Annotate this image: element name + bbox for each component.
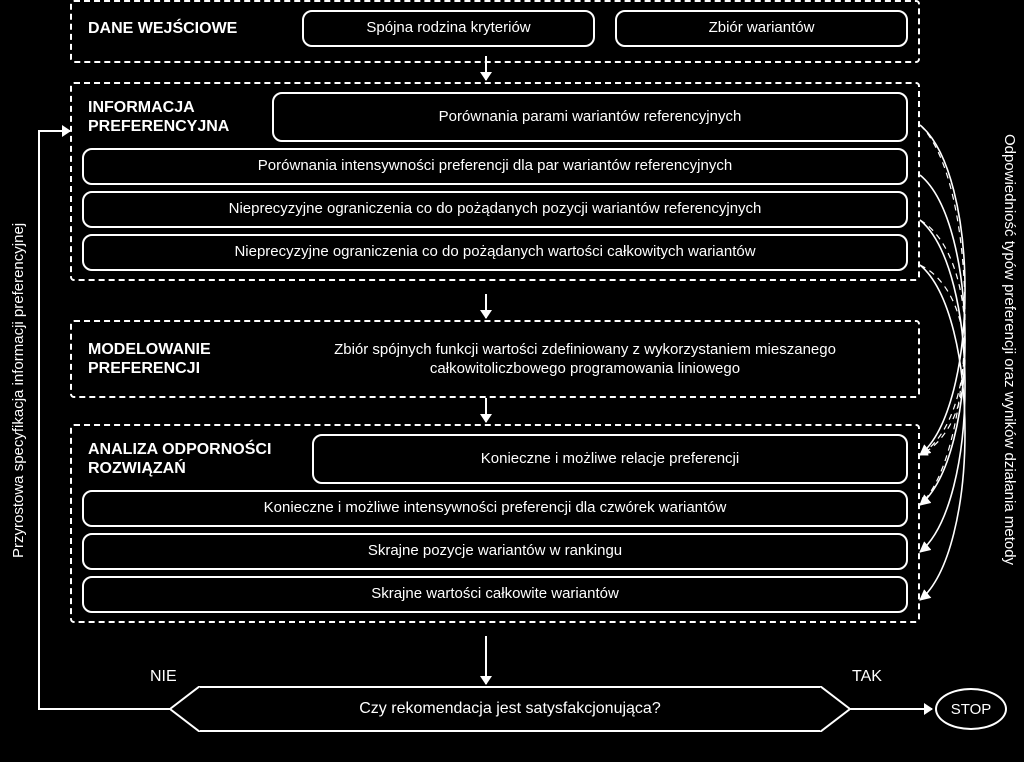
- stage-input-data: DANE WEJŚCIOWE Spójna rodzina kryteriów …: [70, 0, 920, 63]
- box-intensity-comparison: Porównania intensywności preferencji dla…: [82, 148, 908, 185]
- decision-no-label: NIE: [150, 668, 177, 686]
- arrow-s3-s4: [485, 398, 487, 422]
- side-label-left: Przyrostowa specyfikacja informacji pref…: [10, 140, 27, 640]
- box-criteria-family: Spójna rodzina kryteriów: [302, 10, 595, 47]
- stage-robustness-analysis: ANALIZA ODPORNOŚCI ROZWIĄZAŃ Konieczne i…: [70, 424, 920, 623]
- decision-cap-left: [170, 686, 200, 732]
- stage1-title: DANE WEJŚCIOWE: [82, 10, 292, 47]
- decision-yes-label: TAK: [852, 668, 882, 686]
- box-extreme-positions: Skrajne pozycje wariantów w rankingu: [82, 533, 908, 570]
- box-variant-set: Zbiór wariantów: [615, 10, 908, 47]
- box-position-constraints: Nieprecyzyjne ograniczenia co do pożądan…: [82, 191, 908, 228]
- arrow-s4-decision: [485, 636, 487, 684]
- box-necessary-possible: Konieczne i możliwe relacje preferencji: [312, 434, 908, 484]
- box-pairwise-comparison: Porównania parami wariantów referencyjny…: [272, 92, 908, 142]
- stop-node: STOP: [935, 688, 1007, 730]
- stage2-title: INFORMACJA PREFERENCYJNA: [82, 92, 262, 142]
- arrow-s1-s2: [485, 56, 487, 80]
- box-extreme-values: Skrajne wartości całkowite wariantów: [82, 576, 908, 613]
- side-label-right: Odpowiedniość typów preferencji oraz wyn…: [1001, 40, 1018, 660]
- decision-cap-right: [820, 686, 850, 732]
- stage4-title: ANALIZA ODPORNOŚCI ROZWIĄZAŃ: [82, 434, 302, 484]
- decision-question: Czy rekomendacja jest satysfakcjonująca?: [200, 686, 820, 732]
- stage-preference-modeling: MODELOWANIE PREFERENCJI Zbiór spójnych f…: [70, 320, 920, 398]
- loop-nie-v: [38, 130, 40, 710]
- stage3-title: MODELOWANIE PREFERENCJI: [82, 330, 252, 388]
- arrow-s2-s3: [485, 294, 487, 318]
- stage-preference-info: INFORMACJA PREFERENCYJNA Porównania para…: [70, 82, 920, 281]
- loop-nie-h1: [38, 708, 170, 710]
- arrow-tak-stop: [850, 708, 932, 710]
- loop-nie-h2: [38, 130, 70, 132]
- box-intensity-quads: Konieczne i możliwe intensywności prefer…: [82, 490, 908, 527]
- box-value-constraints: Nieprecyzyjne ograniczenia co do pożądan…: [82, 234, 908, 271]
- decision-node: Czy rekomendacja jest satysfakcjonująca?: [170, 686, 850, 732]
- stage3-text: Zbiór spójnych funkcji wartości zdefinio…: [262, 330, 908, 388]
